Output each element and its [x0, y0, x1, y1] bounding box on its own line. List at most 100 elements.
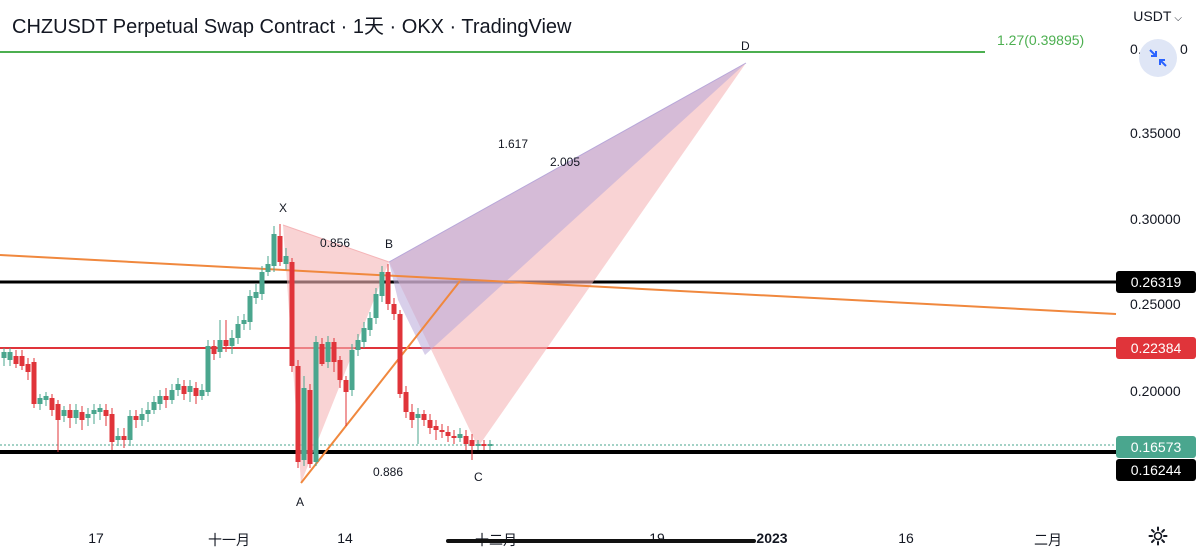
candle-body: [223, 340, 229, 346]
price-axis-partial: 0.: [1130, 41, 1142, 57]
candle-body: [487, 444, 493, 446]
ratio-abc: 0.886: [373, 465, 403, 479]
gear-icon[interactable]: [1148, 526, 1168, 546]
candle-body: [211, 346, 217, 354]
time-label-2023: 2023: [756, 530, 788, 546]
candle-body: [79, 412, 85, 420]
candle-body: [133, 416, 139, 420]
candle-body: [13, 356, 19, 364]
candle-body: [175, 384, 181, 390]
candle-body: [319, 344, 325, 364]
price-tick-0.35: 0.35000: [1130, 125, 1181, 141]
candle-body: [37, 398, 43, 404]
candle-body: [169, 390, 175, 400]
time-label-17: 17: [88, 530, 104, 546]
chart-title: CHZUSDT Perpetual Swap Contract · 1天 · O…: [12, 16, 572, 38]
price-tick-0.30: 0.30000: [1130, 211, 1181, 227]
candle-body: [475, 444, 481, 446]
candle-body: [271, 234, 277, 266]
ratio-xab: 0.856: [320, 236, 350, 250]
candle-body: [229, 338, 235, 346]
currency-label: USDT: [1133, 8, 1172, 24]
candle-body: [103, 410, 109, 416]
time-label-14: 14: [337, 530, 353, 546]
candle-body: [301, 388, 307, 460]
candle-body: [463, 436, 469, 444]
candle-body: [151, 402, 157, 410]
candle-body: [259, 272, 265, 294]
pattern-point-c: C: [474, 470, 483, 484]
fib-1.27-label: 1.27(0.39895): [997, 32, 1084, 48]
candle-body: [139, 414, 145, 420]
candle-body: [19, 356, 25, 366]
candle-body: [49, 398, 55, 410]
candle-body: [127, 416, 133, 440]
candle-body: [355, 340, 361, 350]
candle-body: [307, 390, 313, 464]
candle-body: [457, 434, 463, 438]
orange-rising-line[interactable]: [300, 280, 461, 484]
pattern-abd-triangle[interactable]: [389, 63, 746, 355]
ratio-xad: 1.617: [498, 137, 528, 151]
candle-body: [205, 346, 211, 392]
candle-body: [469, 440, 475, 446]
candle-body: [61, 410, 67, 416]
time-label-feb: 二月: [1034, 532, 1062, 548]
candle-body: [289, 262, 295, 366]
collapse-arrows-icon: [1149, 49, 1167, 67]
pattern-point-b: B: [385, 237, 393, 251]
auto-fit-button[interactable]: [1139, 39, 1177, 77]
candle-body: [85, 414, 91, 418]
candle-body: [415, 414, 421, 418]
ratio-bcd: 2.005: [550, 155, 580, 169]
candle-body: [325, 342, 331, 362]
pattern-point-x: X: [279, 201, 287, 215]
candle-body: [145, 410, 151, 414]
pattern-bcd-triangle[interactable]: [389, 63, 746, 447]
candle-body: [385, 272, 391, 304]
time-label-nov: 十一月: [208, 532, 250, 548]
candle-body: [349, 350, 355, 390]
candle-body: [181, 386, 187, 394]
candle-body: [241, 320, 247, 324]
candle-body: [421, 414, 427, 420]
pattern-point-a: A: [296, 495, 304, 509]
candle-body: [439, 430, 445, 432]
candle-body: [343, 380, 349, 392]
orange-trendline[interactable]: [0, 254, 1117, 315]
candle-body: [277, 236, 283, 262]
candle-body: [433, 426, 439, 430]
candle-body: [403, 392, 409, 412]
candlestick-series: [1, 224, 493, 468]
candle-body: [379, 272, 385, 296]
candle-body: [283, 256, 289, 264]
candle-body: [25, 364, 31, 372]
candle-body: [157, 396, 163, 404]
candle-body: [121, 436, 127, 440]
candle-body: [163, 396, 169, 400]
candle-body: [265, 264, 271, 272]
price-label-black-top: 0.26319: [1116, 271, 1196, 293]
candle-body: [235, 324, 241, 338]
candle-body: [67, 410, 73, 418]
candle-body: [187, 386, 193, 392]
price-label-black-bottom: 0.16244: [1116, 459, 1196, 481]
candle-body: [373, 294, 379, 318]
chevron-down-icon: ⌵: [1174, 13, 1182, 24]
candle-body: [337, 360, 343, 380]
candle-body: [1, 352, 7, 358]
candle-body: [91, 410, 97, 414]
candle-body: [427, 420, 433, 428]
candle-body: [73, 410, 79, 418]
candle-body: [7, 352, 13, 360]
candle-body: [193, 388, 199, 396]
price-axis-partial-2: 0: [1180, 41, 1188, 57]
candle-body: [481, 444, 487, 446]
time-scrollbar[interactable]: [446, 539, 756, 543]
candle-body: [43, 396, 49, 400]
candle-body: [331, 342, 337, 362]
candle-body: [55, 404, 61, 420]
currency-selector[interactable]: USDT ⌵: [1133, 8, 1182, 24]
candle-body: [115, 436, 121, 440]
